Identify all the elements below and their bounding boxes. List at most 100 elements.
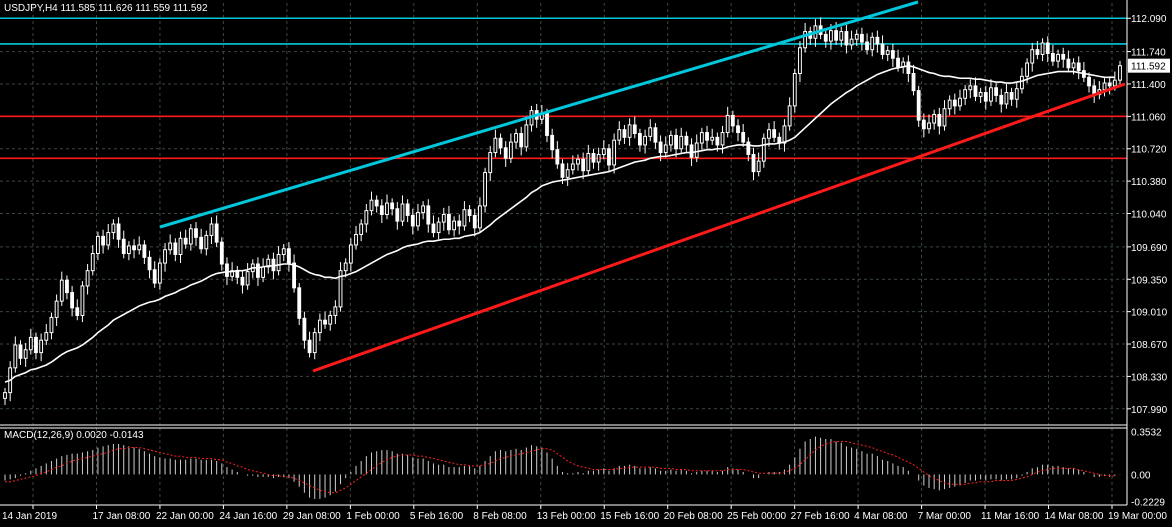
- candle-body-down: [746, 141, 751, 155]
- trendlines[interactable]: [159, 0, 1126, 373]
- candle-body-up: [710, 136, 715, 141]
- candle-body-up: [348, 244, 353, 264]
- candle-body-up: [178, 237, 183, 255]
- price-tick-label: 111.740: [1131, 48, 1166, 59]
- candle-body-up: [648, 127, 653, 137]
- candle-body-down: [183, 237, 188, 245]
- candle-body-up: [679, 135, 684, 150]
- time-axis: 14 Jan 2019 17 Jan 08:00 22 Jan 00:00 24 Ja…: [2, 505, 1167, 522]
- candle-body-down: [173, 242, 178, 255]
- candle-body-up: [385, 202, 389, 215]
- candle-body-down: [219, 241, 224, 265]
- candle-body-down: [555, 149, 560, 165]
- candle-body-up: [787, 105, 792, 127]
- candle-body-up: [968, 85, 973, 91]
- candle-body-down: [472, 214, 477, 229]
- candle-body-down: [18, 344, 23, 359]
- candle-body-up: [163, 249, 167, 264]
- candle-body-down: [741, 132, 746, 143]
- candle-body-down: [447, 213, 451, 231]
- candle-body-up: [725, 114, 730, 134]
- candle-body-down: [405, 203, 410, 216]
- candle-body-up: [488, 152, 493, 174]
- candle-body-down: [503, 147, 508, 159]
- candle-body-up: [1030, 49, 1035, 64]
- candle-body-up: [416, 212, 420, 227]
- candle-body-up: [204, 234, 209, 250]
- candle-body-down: [70, 292, 75, 309]
- candle-body-up: [85, 270, 90, 287]
- candle-body-up: [364, 210, 369, 225]
- symbol-header: USDJPY,H4 111.585 111.626 111.559 111.59…: [4, 3, 208, 14]
- candle-body-down: [705, 132, 709, 141]
- candle-body-up: [328, 314, 333, 325]
- candle-body-up: [436, 221, 441, 234]
- candle-body-down: [875, 36, 880, 45]
- candle-body-down: [519, 133, 524, 148]
- candle-body-up: [188, 228, 193, 245]
- candle-body-up: [586, 153, 591, 172]
- candle-body-up: [111, 223, 116, 234]
- candle-body-up: [359, 223, 364, 235]
- candle-body-down: [1035, 49, 1040, 55]
- candle-body-up: [1056, 53, 1060, 62]
- candle-body-down: [34, 336, 38, 354]
- candle-body-up: [421, 205, 426, 214]
- candle-body-up: [694, 142, 699, 158]
- candle-body-down: [240, 276, 245, 286]
- candle-body-down: [890, 50, 895, 59]
- candle-body-down: [1045, 42, 1050, 54]
- candle-body-up: [1102, 82, 1107, 91]
- candle-body-up: [756, 160, 761, 173]
- candle-body-up: [23, 349, 28, 359]
- candle-body-down: [1087, 76, 1091, 87]
- candle-body-down: [101, 235, 105, 246]
- candle-body-up: [508, 141, 513, 159]
- candle-body-down: [292, 262, 296, 289]
- candle-body-down: [121, 238, 126, 255]
- candle-body-up: [927, 122, 931, 130]
- candle-body-down: [297, 287, 302, 319]
- candle-body-up: [1025, 62, 1029, 77]
- price-tick-label: 110.720: [1131, 145, 1167, 156]
- candle-body-up: [493, 137, 498, 154]
- candle-body-down: [983, 92, 988, 102]
- candle-body-down: [865, 41, 869, 51]
- time-tick-label: 7 Mar 00:00: [918, 511, 972, 522]
- time-tick-label: 8 Feb 08:00: [473, 511, 527, 522]
- macd-signal-line: [5, 440, 1115, 494]
- candle-body-up: [978, 92, 983, 97]
- candle-body-down: [132, 245, 136, 251]
- candle-body-up: [885, 50, 890, 55]
- candle-body-up: [1040, 42, 1045, 55]
- moving-average-line: [4, 65, 1115, 383]
- current-price-label: 111.592: [1131, 62, 1166, 73]
- candle-body-up: [28, 336, 33, 351]
- candle-body-down: [751, 153, 756, 173]
- candle-body-down: [75, 307, 80, 316]
- time-tick-label: 20 Feb 08:00: [664, 511, 723, 522]
- candle-body-down: [194, 228, 198, 238]
- candle-body-down: [65, 279, 69, 294]
- candle-body-up: [59, 279, 64, 302]
- candle-body-down: [715, 136, 720, 146]
- candle-body-down: [772, 129, 777, 138]
- candle-body-down: [632, 124, 637, 135]
- candle-body-down: [896, 57, 900, 68]
- candle-body-up: [338, 270, 343, 308]
- candle-body-up: [96, 235, 100, 255]
- macd-tick-label: 0.00: [1131, 470, 1151, 481]
- candle-body-up: [963, 89, 968, 99]
- candle-body-up: [209, 223, 214, 236]
- candle-body-down: [395, 208, 400, 222]
- candle-body-up: [317, 319, 322, 334]
- candle-body-up: [3, 392, 7, 399]
- candle-body-down: [999, 94, 1004, 105]
- candle-body-down: [147, 256, 152, 271]
- candle-body-up: [668, 134, 673, 146]
- candle-body-up: [767, 129, 771, 139]
- candle-body-down: [152, 269, 157, 284]
- candle-body-up: [849, 38, 854, 46]
- candle-body-down: [689, 144, 694, 158]
